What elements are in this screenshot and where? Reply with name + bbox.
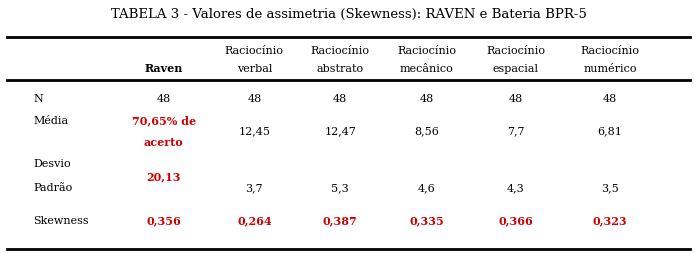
Text: 20,13: 20,13 bbox=[146, 171, 181, 182]
Text: Média: Média bbox=[33, 116, 68, 126]
Text: 48: 48 bbox=[333, 94, 347, 104]
Text: 3,7: 3,7 bbox=[245, 183, 263, 193]
Text: 0,323: 0,323 bbox=[592, 215, 627, 227]
Text: 12,47: 12,47 bbox=[324, 126, 356, 136]
Text: espacial: espacial bbox=[493, 64, 539, 74]
Text: 12,45: 12,45 bbox=[238, 126, 270, 136]
Text: 4,6: 4,6 bbox=[418, 183, 436, 193]
Text: 48: 48 bbox=[420, 94, 434, 104]
Text: 0,264: 0,264 bbox=[237, 215, 272, 227]
Text: Desvio: Desvio bbox=[33, 159, 71, 169]
Text: acerto: acerto bbox=[144, 137, 184, 148]
Text: TABELA 3 - Valores de assimetria (Skewness): RAVEN e Bateria BPR-5: TABELA 3 - Valores de assimetria (Skewne… bbox=[111, 7, 586, 21]
Text: 8,56: 8,56 bbox=[414, 126, 439, 136]
Text: 0,387: 0,387 bbox=[323, 215, 358, 227]
Text: Raciocínio: Raciocínio bbox=[225, 46, 284, 56]
Text: Raciocínio: Raciocínio bbox=[487, 46, 545, 56]
Text: 48: 48 bbox=[509, 94, 523, 104]
Text: 70,65% de: 70,65% de bbox=[132, 115, 196, 126]
Text: Raciocínio: Raciocínio bbox=[581, 46, 639, 56]
Text: verbal: verbal bbox=[237, 64, 272, 74]
Text: Skewness: Skewness bbox=[33, 216, 89, 226]
Text: 48: 48 bbox=[603, 94, 617, 104]
Text: 48: 48 bbox=[157, 94, 171, 104]
Text: 4,3: 4,3 bbox=[507, 183, 525, 193]
Text: Padrão: Padrão bbox=[33, 183, 72, 193]
Text: 0,366: 0,366 bbox=[498, 215, 533, 227]
Text: 0,335: 0,335 bbox=[409, 215, 444, 227]
Text: 5,3: 5,3 bbox=[331, 183, 349, 193]
Text: numérico: numérico bbox=[583, 64, 636, 74]
Text: 6,81: 6,81 bbox=[597, 126, 622, 136]
Text: Raven: Raven bbox=[144, 63, 183, 74]
Text: 0,356: 0,356 bbox=[146, 215, 181, 227]
Text: Raciocínio: Raciocínio bbox=[397, 46, 456, 56]
Text: mecânico: mecânico bbox=[399, 64, 454, 74]
Text: abstrato: abstrato bbox=[316, 64, 364, 74]
Text: 7,7: 7,7 bbox=[507, 126, 525, 136]
Text: 48: 48 bbox=[247, 94, 261, 104]
Text: N: N bbox=[33, 94, 43, 104]
Text: 3,5: 3,5 bbox=[601, 183, 619, 193]
Text: Raciocínio: Raciocínio bbox=[311, 46, 369, 56]
